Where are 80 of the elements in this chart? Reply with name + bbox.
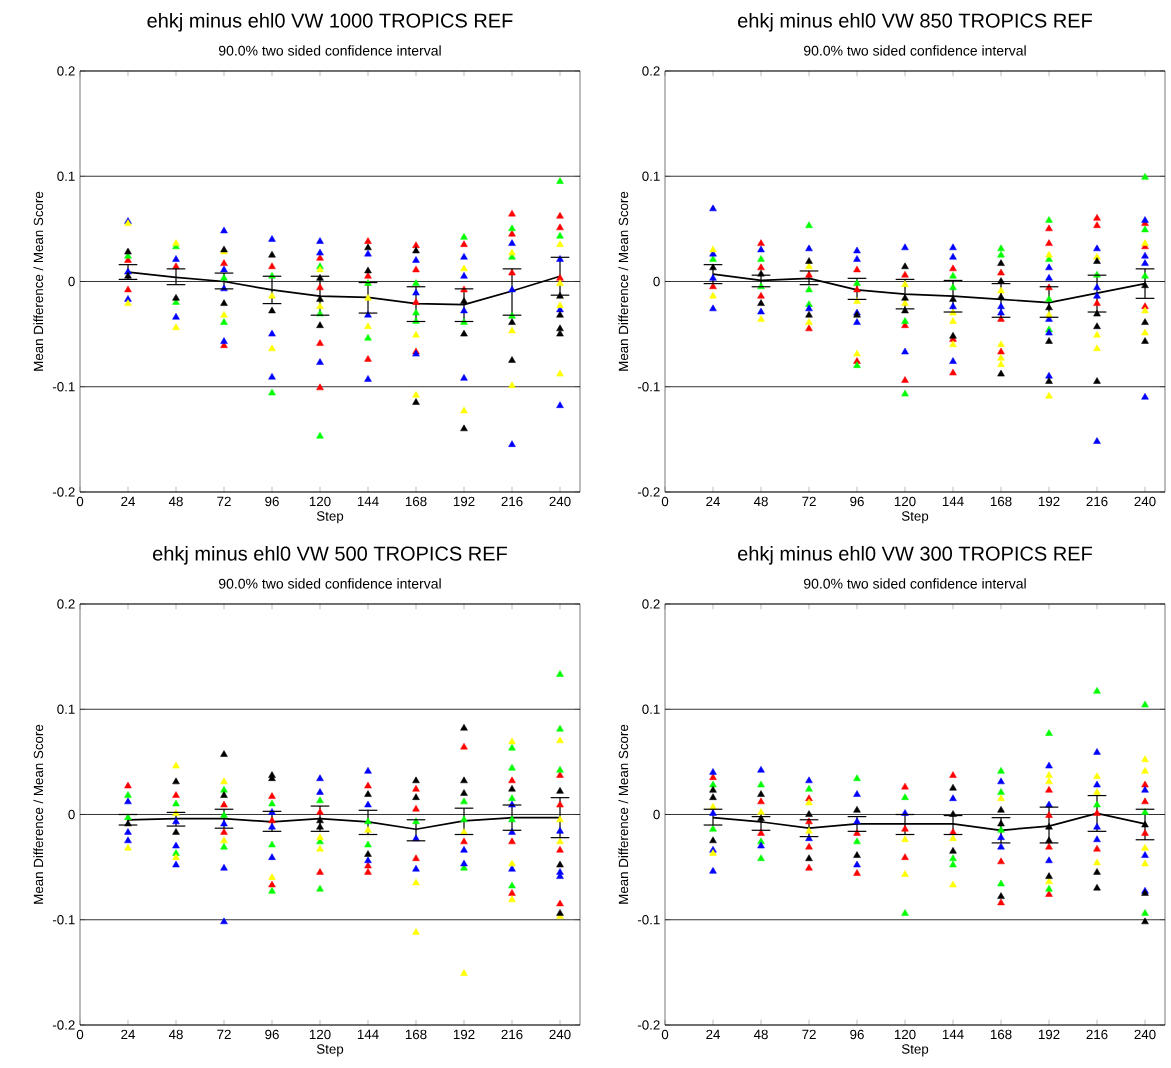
y-tick-label: -0.2: [52, 1020, 75, 1030]
x-tick-label: 72: [802, 1029, 816, 1040]
y-tick-label: 0.2: [57, 599, 75, 609]
y-tick-label: -0.1: [637, 915, 660, 925]
x-tick-label: 192: [453, 1029, 475, 1040]
x-tick-label: 96: [265, 496, 279, 507]
y-tick-label: 0: [68, 276, 75, 287]
x-tick-label: 240: [1134, 496, 1156, 507]
x-tick-label: 72: [802, 496, 816, 507]
x-tick-label: 144: [942, 496, 964, 506]
x-axis-title: Step: [316, 1044, 344, 1057]
chart-subtitle: 90.0% two sided confidence interval: [803, 578, 1026, 589]
y-tick-label: 0.2: [642, 599, 660, 609]
y-tick-label: 0.1: [642, 171, 660, 181]
y-axis-title: Mean Difference / Mean Score: [33, 724, 44, 904]
y-tick-label: 0.2: [57, 66, 75, 76]
y-axis-title: Mean Difference / Mean Score: [618, 191, 629, 371]
x-tick-label: 120: [309, 496, 331, 507]
x-tick-label: 192: [1038, 496, 1060, 507]
chart-title: ehkj minus ehl0 VW 300 TROPICS REF: [738, 546, 1092, 565]
x-tick-label: 168: [990, 1029, 1012, 1040]
x-tick-label: 0: [76, 496, 84, 507]
x-tick-label: 240: [549, 1029, 571, 1040]
y-axis-title: Mean Difference / Mean Score: [618, 724, 629, 904]
y-tick-label: -0.1: [637, 382, 660, 392]
chart-title: ehkj minus ehl0 VW 500 TROPICS REF: [153, 546, 507, 565]
x-tick-label: 168: [405, 1029, 427, 1040]
x-tick-label: 192: [1038, 1029, 1060, 1040]
x-tick-label: 96: [265, 1029, 279, 1040]
chart-subtitle: 90.0% two sided confidence interval: [803, 45, 1026, 56]
x-tick-label: 24: [121, 1029, 136, 1040]
x-tick-label: 192: [453, 496, 475, 507]
y-tick-label: 0.1: [57, 704, 75, 714]
x-tick-label: 168: [990, 496, 1012, 507]
y-tick-label: -0.2: [637, 1020, 660, 1030]
x-tick-label: 24: [121, 496, 136, 507]
x-axis-title: Step: [901, 1044, 929, 1057]
x-tick-label: 24: [706, 496, 721, 507]
y-tick-label: 0: [653, 809, 660, 820]
y-tick-label: 0: [653, 276, 660, 287]
y-tick-label: 0.2: [642, 66, 660, 76]
x-tick-label: 24: [706, 1029, 721, 1040]
chart-title: ehkj minus ehl0 VW 850 TROPICS REF: [738, 12, 1092, 32]
x-tick-label: 48: [168, 496, 183, 507]
x-tick-label: 168: [405, 496, 427, 507]
x-tick-label: 96: [850, 496, 864, 507]
y-tick-label: -0.1: [52, 382, 75, 392]
x-tick-label: 48: [168, 1029, 183, 1040]
x-tick-label: 120: [894, 496, 916, 507]
x-tick-label: 240: [549, 496, 571, 507]
x-tick-label: 0: [661, 1029, 669, 1040]
x-tick-label: 144: [357, 1029, 379, 1039]
x-tick-label: 216: [501, 1029, 523, 1040]
x-tick-label: 72: [217, 496, 231, 507]
chart-subtitle: 90.0% two sided confidence interval: [218, 578, 441, 589]
x-tick-label: 144: [942, 1029, 964, 1039]
chart-title: ehkj minus ehl0 VW 1000 TROPICS REF: [147, 12, 513, 32]
chart-subtitle: 90.0% two sided confidence interval: [218, 45, 441, 56]
y-tick-label: 0: [68, 809, 75, 820]
y-tick-label: -0.2: [637, 487, 660, 497]
x-tick-label: 0: [76, 1029, 84, 1040]
x-tick-label: 0: [661, 496, 669, 507]
x-tick-label: 216: [501, 496, 523, 507]
y-axis-title: Mean Difference / Mean Score: [33, 191, 44, 371]
y-tick-label: -0.1: [52, 915, 75, 925]
x-tick-label: 72: [217, 1029, 231, 1040]
x-tick-label: 96: [850, 1029, 864, 1040]
x-tick-label: 216: [1086, 1029, 1108, 1040]
x-tick-label: 120: [894, 1029, 916, 1040]
x-axis-title: Step: [316, 511, 344, 524]
x-tick-label: 48: [753, 1029, 768, 1040]
y-tick-label: 0.1: [642, 704, 660, 714]
x-tick-label: 216: [1086, 496, 1108, 507]
x-tick-label: 144: [357, 496, 379, 506]
x-tick-label: 48: [753, 496, 768, 507]
x-axis-title: Step: [901, 511, 929, 524]
y-tick-label: -0.2: [52, 487, 75, 497]
x-tick-label: 120: [309, 1029, 331, 1040]
y-tick-label: 0.1: [57, 171, 75, 181]
x-tick-label: 240: [1134, 1029, 1156, 1040]
